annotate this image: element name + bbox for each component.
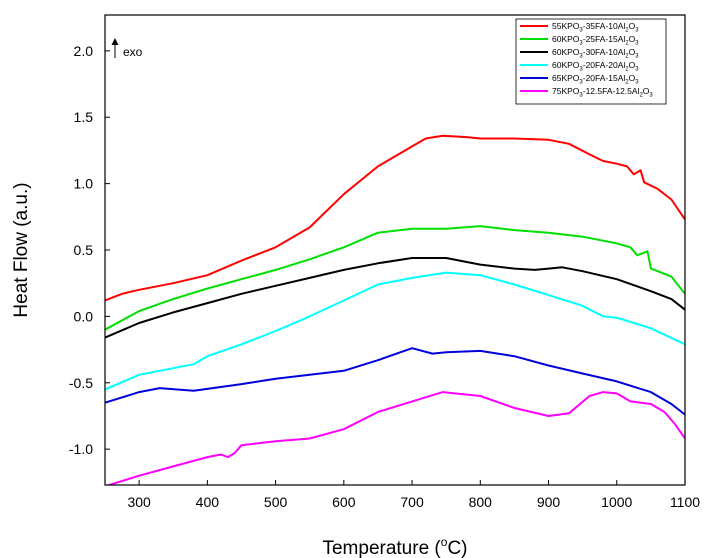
x-tick-label: 900: [537, 494, 561, 510]
ticks-layer: 300 400 500 600 700 800 900 1000 1100 -1.0 -0.5 0.0…: [69, 43, 700, 510]
legend: 55KPO3-35FA-10Al2O360KPO3-25FA-15Al2O360…: [515, 18, 667, 105]
exo-label: exo: [123, 45, 143, 59]
y-tick-label: 2.0: [74, 43, 94, 59]
series-line-1: [105, 134, 685, 302]
legend-text-part: 2: [625, 80, 629, 86]
legend-entry: 65KPO3-20FA-15Al2O3: [552, 73, 639, 86]
legend-entry: 75KPO3-12.5FA-12.5Al2O3: [552, 86, 653, 99]
legend-text-part: 3: [579, 28, 583, 34]
y-tick-label: 1.0: [74, 176, 94, 192]
legend-entry: 55KPO3-35FA-10Al2O3: [552, 21, 639, 34]
x-axis-label-unit: C): [447, 538, 467, 558]
x-tick-label: 700: [400, 494, 424, 510]
x-axis-label-degree: o: [441, 535, 448, 549]
series-layer: [105, 134, 685, 485]
x-axis-label: Temperature (oC): [322, 535, 467, 558]
x-tick-label: 800: [469, 494, 493, 510]
legend-text-part: 3: [635, 41, 639, 47]
y-tick-label: 0.0: [74, 308, 94, 324]
legend-text-part: 2: [625, 67, 629, 73]
y-tick-label: -1.0: [69, 441, 93, 457]
exo-arrowhead-icon: [111, 38, 119, 45]
legend-text-part: 3: [579, 54, 583, 60]
legend-text-part: 60KPO: [552, 34, 580, 44]
x-tick-label: 1100: [670, 494, 700, 510]
legend-text-part: 3: [635, 80, 639, 86]
legend-text-part: 3: [635, 54, 639, 60]
x-tick-label: 500: [264, 494, 288, 510]
legend-entry: 60KPO3-20FA-20Al2O3: [552, 60, 639, 73]
legend-text-part: 3: [635, 67, 639, 73]
legend-text-part: 55KPO: [552, 21, 580, 31]
y-tick-label: 1.5: [74, 109, 94, 125]
legend-text-part: -20FA-15Al: [583, 73, 626, 83]
legend-text-part: 2: [639, 93, 643, 99]
legend-text-part: -12.5FA-12.5Al: [583, 86, 640, 96]
legend-text-part: 3: [635, 28, 639, 34]
legend-text-part: O: [629, 73, 636, 83]
legend-text-part: O: [629, 34, 636, 44]
y-axis-label: Heat Flow (a.u.): [11, 182, 32, 317]
x-tick-label: 400: [196, 494, 220, 510]
legend-text-part: O: [629, 21, 636, 31]
legend-text-part: -30FA-10Al: [583, 47, 626, 57]
legend-text-part: 75KPO: [552, 86, 580, 96]
x-axis-label-text: Temperature (: [322, 538, 441, 558]
legend-text-part: 3: [579, 67, 583, 73]
legend-text-part: 3: [579, 41, 583, 47]
legend-text-part: -35FA-10Al: [583, 21, 626, 31]
legend-entry: 60KPO3-25FA-15Al2O3: [552, 34, 639, 47]
y-tick-label: -0.5: [69, 375, 93, 391]
legend-text-part: 3: [649, 93, 653, 99]
legend-entry: 60KPO3-30FA-10Al2O3: [552, 47, 639, 60]
series-line-2: [105, 225, 685, 331]
series-line-6: [105, 391, 685, 485]
series-line-3: [105, 257, 685, 339]
exo-annotation: exo: [111, 38, 143, 59]
legend-text-part: 2: [625, 28, 629, 34]
legend-text-part: 3: [579, 93, 583, 99]
series-line-4: [105, 271, 685, 391]
legend-text-part: 60KPO: [552, 47, 580, 57]
y-tick-label: 0.5: [74, 242, 94, 258]
legend-text-part: 60KPO: [552, 60, 580, 70]
x-tick-label: 300: [127, 494, 151, 510]
legend-text-part: O: [643, 86, 650, 96]
x-tick-label: 600: [332, 494, 356, 510]
legend-text-part: O: [629, 47, 636, 57]
legend-box: [515, 18, 667, 105]
legend-text-part: 3: [579, 80, 583, 86]
legend-text-part: -20FA-20Al: [583, 60, 626, 70]
legend-text-part: -25FA-15Al: [583, 34, 626, 44]
legend-text-part: 2: [625, 54, 629, 60]
series-line-5: [105, 347, 685, 416]
legend-text-part: O: [629, 60, 636, 70]
legend-text-part: 65KPO: [552, 73, 580, 83]
legend-text-part: 2: [625, 41, 629, 47]
x-tick-label: 1000: [601, 494, 632, 510]
